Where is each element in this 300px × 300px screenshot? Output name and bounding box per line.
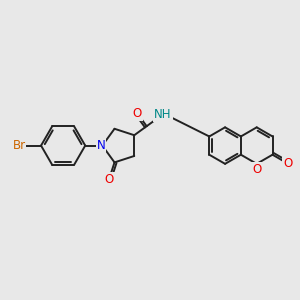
Text: NH: NH [154, 108, 172, 121]
Text: Br: Br [12, 139, 26, 152]
Text: N: N [97, 139, 105, 152]
Text: O: O [104, 173, 114, 186]
Text: O: O [133, 107, 142, 120]
Text: O: O [283, 157, 292, 170]
Text: O: O [252, 163, 261, 176]
